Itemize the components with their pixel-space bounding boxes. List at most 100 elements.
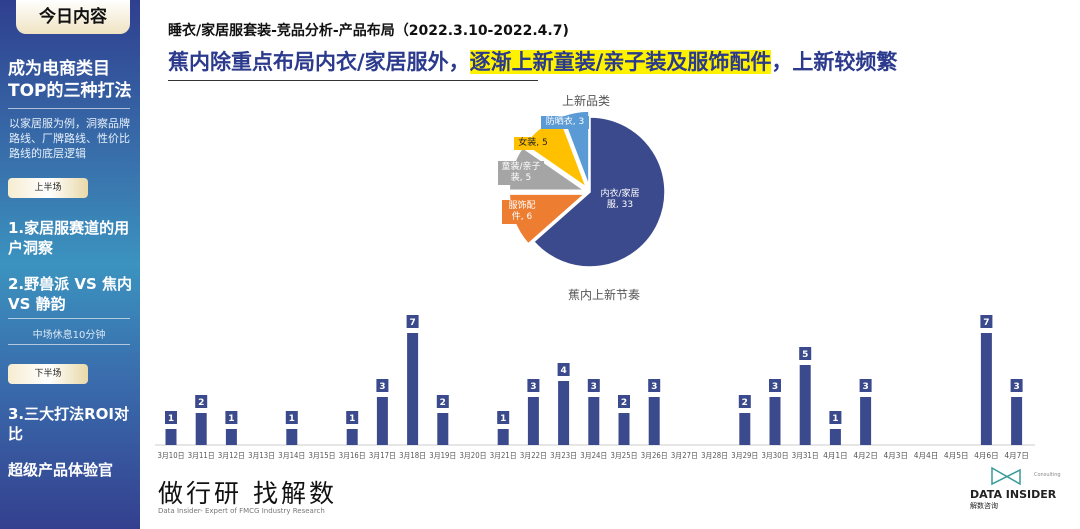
bar [739, 413, 751, 445]
tagline: Data Insider- Expert of FMCG Industry Re… [158, 507, 325, 515]
x-tick-label: 4月4日 [914, 451, 939, 460]
x-tick-label: 3月31日 [792, 451, 819, 460]
x-tick-label: 3月20日 [460, 451, 487, 460]
agenda-item-4[interactable]: 超级产品体验官 [8, 461, 114, 479]
x-tick-label: 3月15日 [309, 451, 336, 460]
x-tick-label: 3月11日 [188, 451, 215, 460]
data-label: 1 [168, 414, 174, 424]
sidebar-header: 今日内容 [16, 0, 130, 34]
slogan: 做行研 找解数 [158, 479, 337, 508]
sidebar: 今日内容 成为电商类目TOP的三种打法 以家居服为例，洞察品牌路线、厂牌路线、性… [0, 0, 140, 529]
headline: 蕉内除重点布局内衣/家居服外，逐渐上新童装/亲子装及服饰配件，上新较频繁 [168, 46, 897, 76]
data-label: 1 [349, 414, 355, 424]
pie-label: 女装, 5 [514, 137, 552, 150]
data-label: 2 [440, 398, 446, 408]
x-tick-label: 3月21日 [490, 451, 517, 460]
bar [497, 429, 509, 445]
data-label-bg [195, 395, 208, 408]
bar [286, 429, 298, 445]
data-label: 2 [742, 398, 748, 408]
headline-part: 蕉内除重点布局内衣/家居服外， [168, 50, 470, 74]
bar [527, 397, 539, 445]
x-tick-label: 3月29日 [731, 451, 758, 460]
x-tick-label: 3月27日 [671, 451, 698, 460]
x-tick-label: 3月23日 [550, 451, 577, 460]
x-tick-label: 3月30日 [762, 451, 789, 460]
pie-chart [508, 110, 666, 268]
x-tick-label: 4月6日 [974, 451, 999, 460]
divider [8, 318, 130, 319]
agenda-item-3[interactable]: 3.三大打法ROI对比 [8, 405, 130, 443]
pie-label: 童装/亲子装, 5 [498, 161, 544, 185]
data-label: 2 [621, 398, 627, 408]
logo-cn: 解数咨询 [970, 502, 998, 510]
bar [407, 333, 419, 445]
pie-label: 服饰配件, 6 [502, 200, 542, 224]
data-label: 3 [379, 382, 385, 392]
x-tick-label: 3月18日 [399, 451, 426, 460]
bar [588, 397, 600, 445]
bar [225, 429, 237, 445]
data-label-bg [225, 411, 238, 424]
data-label-bg [1010, 379, 1023, 392]
bar [980, 333, 992, 445]
data-label-bg [497, 411, 510, 424]
bar [769, 397, 781, 445]
data-label: 3 [1013, 382, 1019, 392]
data-insider-logo: Consulting DATA INSIDER 解数咨询 [970, 466, 1065, 511]
bar [829, 429, 841, 445]
bar [346, 429, 358, 445]
data-label-bg [859, 379, 872, 392]
bar-chart: 3月10日 1 3月11日 2 3月12日 1 3月13日 3月14日 1 3月15日 3月16日 1… [155, 315, 1035, 460]
data-label: 3 [862, 382, 868, 392]
headline-part: ，上新较频繁 [771, 50, 898, 74]
logo-text: DATA INSIDER [970, 488, 1057, 501]
data-label-bg [346, 411, 359, 424]
x-tick-label: 3月28日 [701, 451, 728, 460]
x-tick-label: 4月1日 [823, 451, 848, 460]
x-tick-label: 3月10日 [158, 451, 185, 460]
pie-slice [561, 110, 590, 187]
data-label: 1 [228, 414, 234, 424]
data-label-bg [618, 395, 630, 408]
bar [799, 365, 811, 445]
data-label-bg [557, 363, 570, 376]
data-label-bg [527, 379, 540, 392]
bar [165, 429, 177, 445]
divider [8, 344, 130, 345]
x-tick-label: 3月13日 [248, 451, 275, 460]
bar [437, 413, 449, 445]
data-label-bg [648, 379, 661, 392]
x-tick-label: 3月12日 [218, 451, 245, 460]
x-tick-label: 4月2日 [853, 451, 878, 460]
data-label-bg [406, 315, 419, 328]
agenda-item-1[interactable]: 1.家居服赛道的用户洞察 [8, 219, 130, 257]
x-tick-label: 3月14日 [278, 451, 305, 460]
agenda-item-2[interactable]: 2.野兽派 VS 焦内 VS 静韵 [8, 275, 132, 313]
data-label: 7 [983, 318, 989, 328]
x-tick-label: 4月3日 [884, 451, 909, 460]
data-label: 3 [772, 382, 778, 392]
data-label: 4 [560, 366, 566, 376]
bar-title: 蕉内上新节奏 [568, 288, 641, 302]
data-label: 5 [802, 350, 808, 360]
data-label-bg [285, 411, 298, 424]
data-label: 2 [198, 398, 204, 408]
data-label-bg [587, 379, 600, 392]
headline-highlight: 逐渐上新童装/亲子装及服饰配件 [469, 50, 772, 74]
bar [860, 397, 872, 445]
divider [8, 108, 130, 109]
pie-title: 上新品类 [562, 94, 611, 108]
x-tick-label: 3月26日 [641, 451, 668, 460]
x-tick-label: 4月5日 [944, 451, 969, 460]
sidebar-desc: 以家居服为例，洞察品牌路线、厂牌路线、性价比路线的底层逻辑 [9, 117, 130, 160]
divider [168, 80, 538, 81]
data-label: 1 [500, 414, 506, 424]
page-title: 睡衣/家居服套装-竞品分析-产品布局（2022.3.10-2022.4.7) [168, 23, 569, 39]
x-tick-label: 3月17日 [369, 451, 396, 460]
bar [618, 413, 630, 445]
data-label-bg [799, 347, 812, 360]
data-label-bg [829, 411, 842, 424]
x-tick-label: 3月19日 [429, 451, 456, 460]
first-half-badge: 上半场 [8, 178, 88, 198]
